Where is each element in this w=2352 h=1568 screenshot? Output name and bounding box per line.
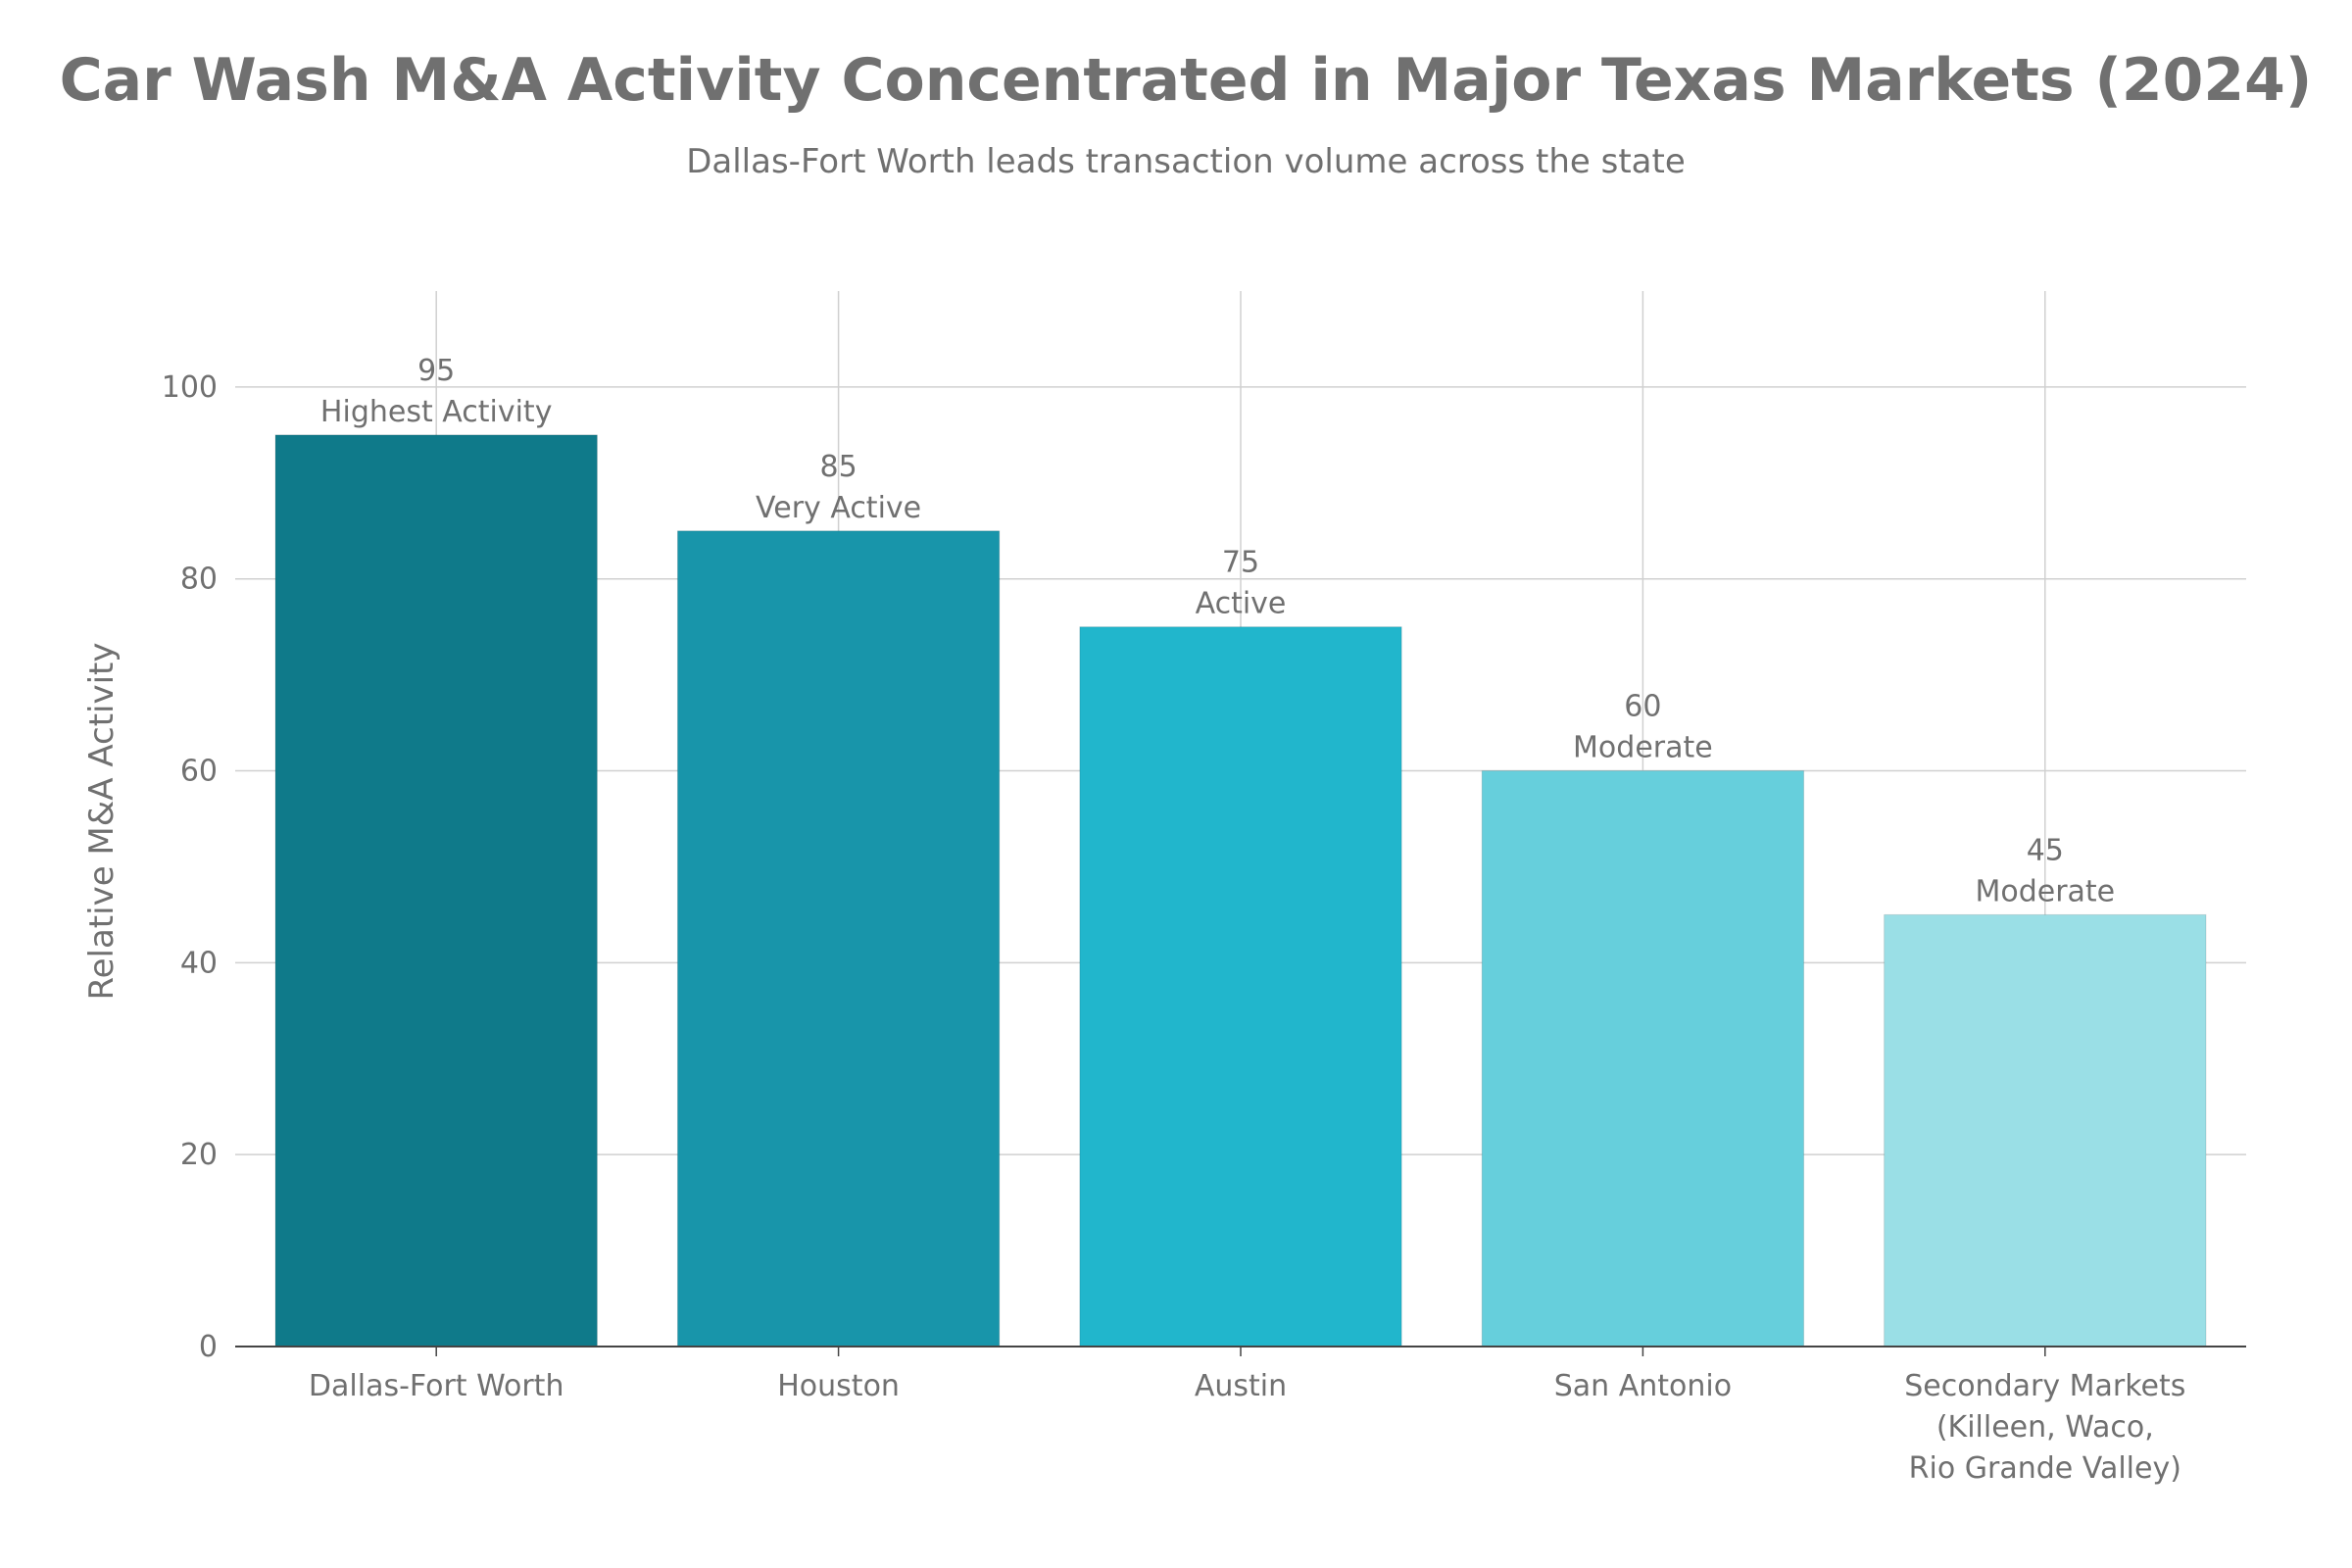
y-axis-title: Relative M&A Activity [82,643,122,1001]
data-annotation-label: Very Active [756,491,921,525]
data-annotation-label: Moderate [1975,874,2115,908]
y-tick-label: 40 [180,946,218,980]
x-tick-label: Dallas-Fort Worth [309,1369,564,1403]
chart-title: Car Wash M&A Activity Concentrated in Ma… [60,46,2313,115]
y-tick-label: 60 [180,755,218,789]
data-value-label: 75 [1222,546,1259,580]
chart-subtitle: Dallas-Fort Worth leads transaction volu… [686,142,1686,181]
data-annotation-label: Highest Activity [320,395,553,429]
x-tick-label: Rio Grande Valley) [1909,1451,2181,1486]
data-value-label: 95 [417,354,455,388]
x-tick-label: San Antonio [1554,1369,1732,1403]
x-tick-label: Austin [1195,1369,1287,1403]
bar [1481,770,1805,1348]
x-tick-label: Secondary Markets [1904,1369,2185,1403]
data-annotation-label: Moderate [1573,731,1713,765]
x-tick-label: (Killeen, Waco, [1936,1410,2154,1445]
data-value-label: 60 [1624,690,1661,724]
data-value-label: 45 [2027,833,2064,867]
y-tick-label: 100 [162,370,218,405]
y-tick-label: 80 [180,563,218,597]
data-value-label: 85 [820,450,858,484]
bar [676,530,1001,1348]
bar [1884,913,2207,1348]
bar [1079,626,1402,1348]
x-tick-label: Houston [777,1369,900,1403]
y-tick-label: 20 [180,1138,218,1172]
plot-area: 0 20 40 60 80 100 95 Highest Activity 85 Very Act… [162,291,2246,1486]
data-annotation-label: Active [1196,587,1287,621]
y-tick-label: 0 [199,1330,218,1364]
bar [274,434,598,1348]
